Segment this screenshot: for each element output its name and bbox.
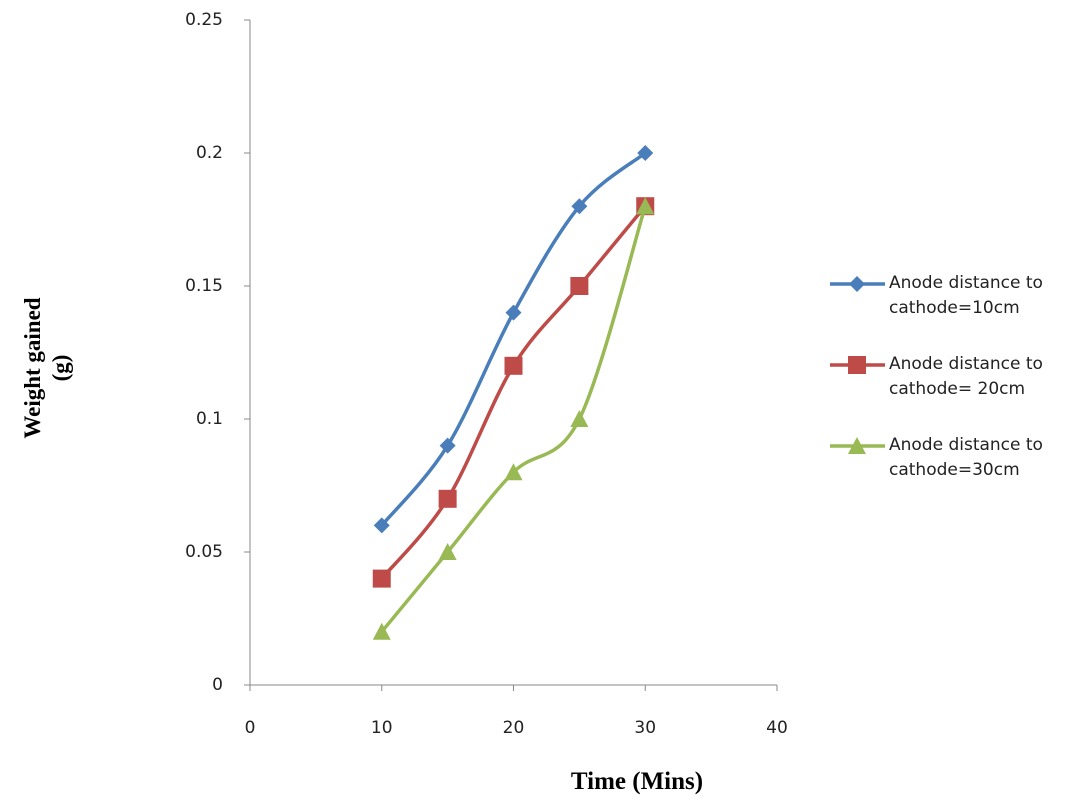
legend-label: Anode distance to cathode=10cm [889, 273, 1043, 318]
marker [504, 463, 523, 481]
y-tick-label: 0.2 [196, 143, 223, 163]
x-tick-label: 0 [245, 718, 256, 738]
marker [438, 489, 457, 508]
y-tick-label: 0.15 [185, 276, 223, 296]
y-tick-label: 0.1 [196, 409, 223, 429]
marker [373, 517, 390, 534]
legend-marker [848, 437, 866, 454]
legend-marker [849, 276, 865, 292]
x-tick-label: 30 [634, 718, 656, 738]
marker [636, 197, 655, 215]
y-tick-label: 0.25 [185, 10, 223, 30]
x-tick-label: 10 [371, 718, 393, 738]
y-tick-label: 0.05 [185, 542, 223, 562]
y-tick-label: 0 [212, 675, 223, 695]
legend-label: Anode distance to cathode=30cm [889, 435, 1043, 480]
marker [504, 356, 523, 375]
series-line [380, 205, 647, 580]
marker [372, 622, 391, 640]
x-axis-title: Time (Mins) [570, 768, 704, 795]
marker [439, 437, 456, 454]
legend-label: Anode distance to cathode= 20cm [889, 354, 1043, 399]
y-axis-title: Weight gained (g) [20, 297, 73, 439]
marker [372, 569, 391, 588]
marker [637, 145, 654, 161]
marker [570, 410, 589, 427]
marker [570, 277, 589, 295]
marker [438, 543, 457, 560]
x-tick-label: 40 [766, 718, 788, 738]
legend-marker [848, 356, 866, 374]
series-line [380, 205, 647, 633]
marker [505, 304, 522, 321]
marker [571, 198, 588, 215]
x-tick-label: 20 [503, 718, 525, 738]
